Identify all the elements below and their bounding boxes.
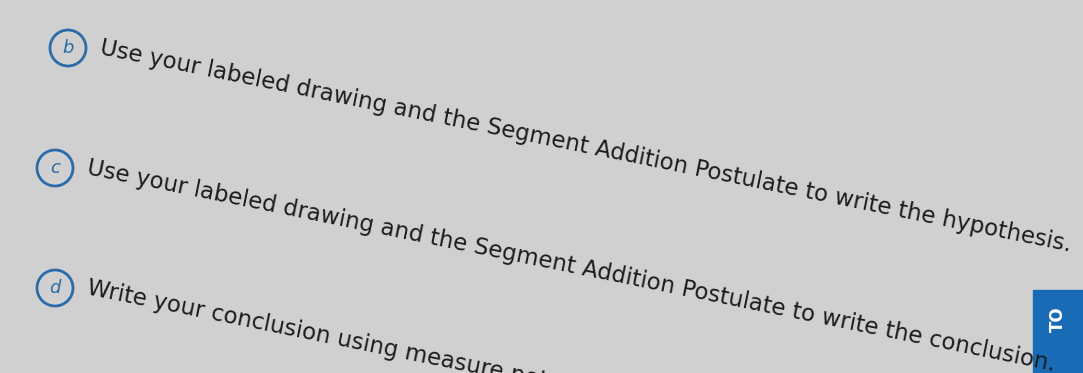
Text: Use your labeled drawing and the Segment Addition Postulate to write the hypothe: Use your labeled drawing and the Segment… [97, 37, 1073, 257]
Text: d: d [50, 279, 61, 297]
Text: Use your labeled drawing and the Segment Addition Postulate to write the conclus: Use your labeled drawing and the Segment… [84, 157, 1057, 373]
Bar [1033, 290, 1083, 373]
Text: Write your conclusion using measure notation.: Write your conclusion using measure nota… [84, 277, 613, 373]
Text: c: c [50, 159, 60, 177]
Text: TO: TO [1049, 306, 1067, 332]
Text: b: b [63, 39, 74, 57]
